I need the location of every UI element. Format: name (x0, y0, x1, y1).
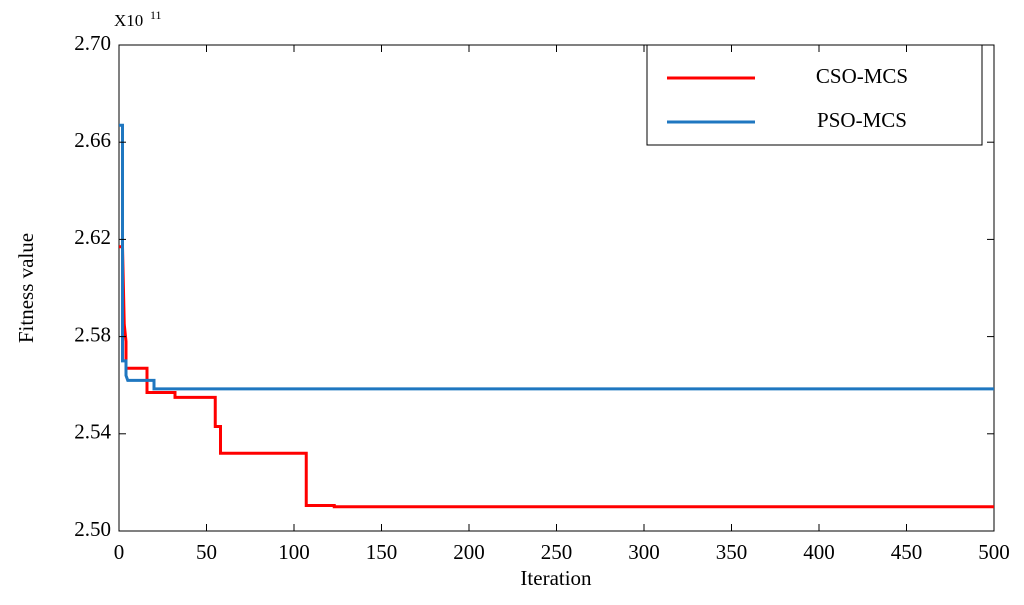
x-tick-label: 0 (114, 540, 125, 564)
legend-box (646, 44, 983, 146)
y-tick-label: 2.54 (74, 420, 111, 444)
y-scale-exponent: 11 (150, 8, 162, 22)
x-tick-label: 450 (891, 540, 923, 564)
x-axis-label: Iteration (520, 566, 592, 590)
legend-label: CSO-MCS (816, 64, 908, 88)
y-tick-label: 2.70 (74, 31, 111, 55)
x-tick-label: 100 (278, 540, 310, 564)
y-tick-label: 2.66 (74, 128, 111, 152)
x-tick-label: 250 (541, 540, 573, 564)
y-axis-label: Fitness value (14, 233, 38, 343)
y-tick-label: 2.58 (74, 322, 111, 346)
legend-label: PSO-MCS (817, 108, 907, 132)
x-tick-label: 350 (716, 540, 748, 564)
y-tick-label: 2.62 (74, 225, 111, 249)
y-scale-base: X10 (114, 11, 143, 30)
x-tick-label: 200 (453, 540, 485, 564)
x-tick-label: 150 (366, 540, 398, 564)
y-tick-label: 2.50 (74, 517, 111, 541)
x-tick-label: 500 (978, 540, 1010, 564)
x-tick-label: 400 (803, 540, 835, 564)
x-tick-label: 50 (196, 540, 217, 564)
x-tick-label: 300 (628, 540, 660, 564)
series-line (119, 123, 994, 391)
series-line (119, 245, 994, 509)
